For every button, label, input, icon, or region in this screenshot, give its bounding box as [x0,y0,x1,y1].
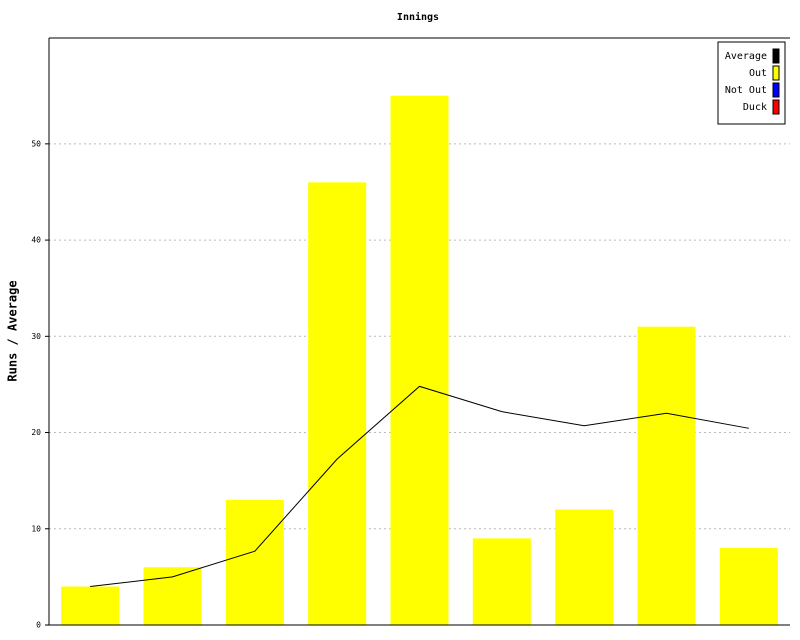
y-tick-label: 10 [31,524,41,533]
bar [308,182,367,625]
y-tick-label: 0 [36,621,41,630]
bar [555,509,614,625]
chart-title: Innings [397,11,439,23]
y-tick-label: 30 [31,332,41,341]
bar [390,95,449,626]
bar [472,538,531,625]
legend-swatch [772,99,780,115]
y-axis-label: Runs / Average [6,280,20,381]
legend-label: Not Out [725,85,767,96]
average-line [90,385,749,588]
legend-label: Average [725,51,767,62]
legend-swatch [772,65,780,81]
bar [719,548,778,625]
y-tick-label: 40 [31,236,41,245]
legend-swatch [772,48,780,64]
legend-swatch [772,82,780,98]
bar [61,586,120,625]
bar [143,567,202,625]
y-tick-label: 20 [31,428,41,437]
bar [225,499,284,625]
bar [637,326,696,625]
legend-label: Out [749,68,767,79]
y-tick-label: 50 [31,139,41,148]
legend-label: Duck [743,102,767,113]
